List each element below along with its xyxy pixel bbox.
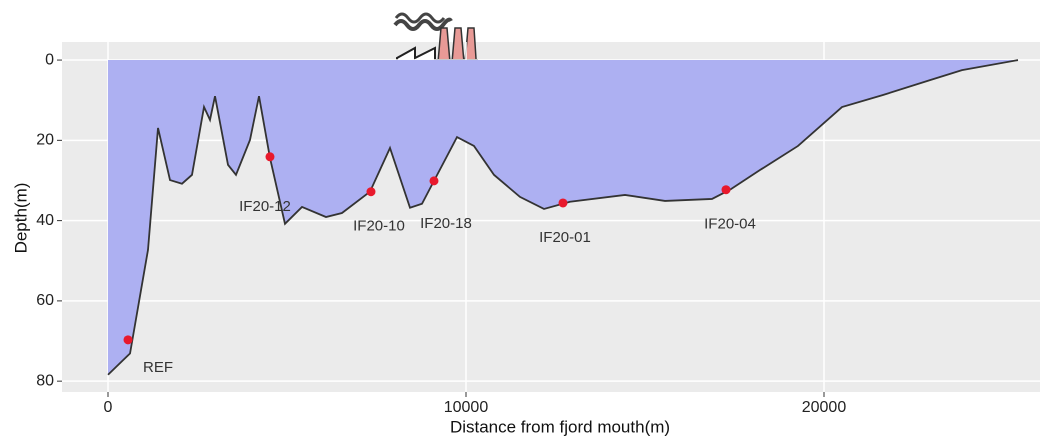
- y-tick-label: 0: [45, 51, 54, 68]
- station-point: [123, 335, 133, 345]
- y-tick-label: 60: [36, 292, 54, 309]
- x-tick-label: 10000: [444, 399, 489, 416]
- x-tick-label: 20000: [802, 399, 847, 416]
- depth-area: [108, 60, 1018, 375]
- station-label: IF20-18: [420, 215, 472, 232]
- y-tick-label: 40: [36, 212, 54, 229]
- station-label: IF20-01: [539, 229, 591, 246]
- station-label: REF: [143, 359, 173, 376]
- station-label: IF20-10: [353, 218, 405, 235]
- x-axis-title: Distance from fjord mouth(m): [450, 417, 670, 436]
- depth-line: [107, 59, 1019, 376]
- y-axis-title: Depth(m): [11, 183, 30, 254]
- station-point: [721, 185, 731, 195]
- station-label: IF20-04: [704, 216, 756, 233]
- station-point: [558, 198, 568, 208]
- y-tick-label: 20: [36, 132, 54, 149]
- station-point: [265, 152, 275, 162]
- station-label: IF20-12: [239, 198, 291, 215]
- y-tick-label: 80: [36, 372, 54, 389]
- x-tick-label: 0: [104, 399, 113, 416]
- station-point: [429, 176, 439, 186]
- station-point: [366, 187, 376, 197]
